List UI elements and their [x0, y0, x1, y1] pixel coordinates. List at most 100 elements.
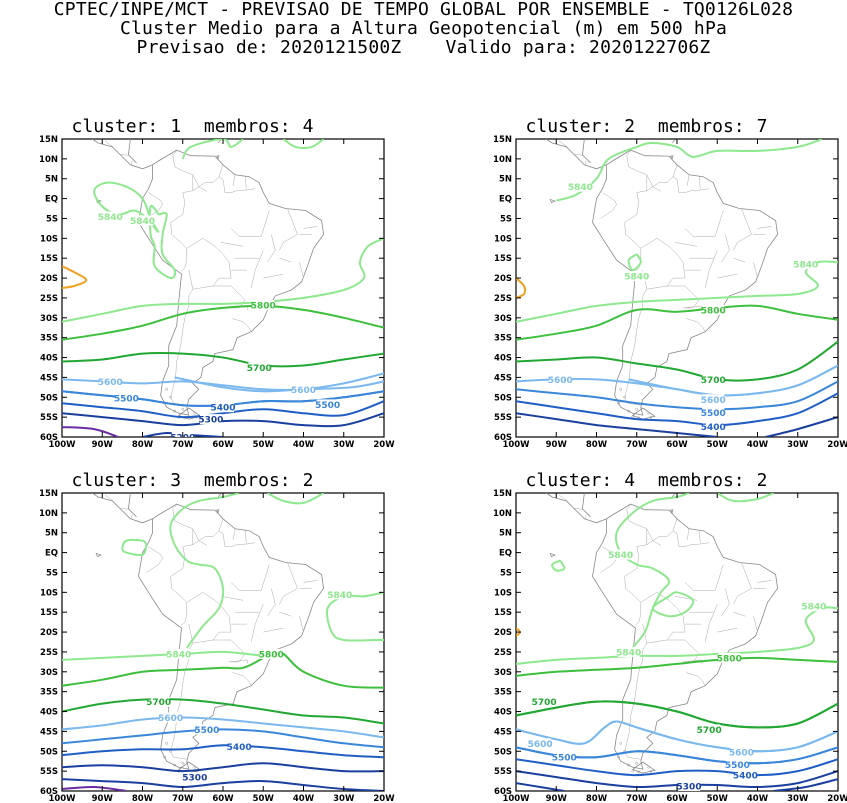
coastal-islet	[627, 763, 631, 767]
country-border	[303, 226, 318, 229]
lat-tick-label: 5S	[500, 568, 512, 578]
contour-5840	[326, 591, 384, 642]
contour-label: 5600	[528, 740, 553, 750]
lat-tick-label: 25S	[494, 294, 512, 304]
contour-label: 5700	[701, 376, 726, 386]
lat-tick-label: 30S	[40, 314, 58, 324]
contour-label-bg	[228, 741, 251, 752]
lat-tick-label: 10N	[493, 509, 512, 519]
lat-tick-label: 30S	[494, 668, 512, 678]
map-svg: 5840 5840 5800 5700 5600 5600 5500 5500 5400 5300…	[39, 135, 395, 450]
contour-5800	[62, 304, 384, 341]
valid-date: 2020122706Z	[589, 37, 711, 58]
country-border	[303, 580, 318, 583]
contour-5600	[628, 364, 838, 397]
contour-label: 5500	[315, 401, 340, 411]
contour-5840	[169, 493, 240, 649]
coastline-south-america	[138, 503, 325, 770]
contour-5840	[627, 253, 642, 272]
header-line-3: Previsao de: 2020121500Z Valido para: 20…	[0, 38, 847, 57]
contour-label-bg	[131, 215, 154, 226]
lat-tick-label: 5N	[499, 529, 512, 539]
panel-title: cluster: 4 membros: 2	[454, 471, 839, 491]
map-layer: 5840 5840 5840 5800 5700 5700 5600 5600 5500 5500…	[516, 493, 838, 791]
contour-5840	[148, 204, 177, 280]
lon-tick-label: 60W	[666, 440, 688, 450]
contour-5400	[62, 744, 384, 759]
contour-label: 5600	[98, 378, 123, 388]
coastal-islet	[193, 411, 197, 415]
lon-tick-label: 70W	[626, 794, 648, 803]
contour-5400	[516, 758, 838, 777]
country-border	[104, 140, 114, 148]
country-border	[686, 318, 706, 333]
country-border	[674, 242, 698, 247]
country-border	[192, 528, 208, 546]
contour-label-bg	[99, 211, 122, 222]
contour-5700	[62, 351, 384, 368]
country-border	[626, 150, 648, 215]
country-border	[733, 208, 752, 251]
country-border	[684, 210, 724, 237]
lon-tick-label: 90W	[546, 440, 568, 450]
contour-label-bg	[726, 759, 749, 770]
panel-title: cluster: 1 membros: 4	[0, 117, 385, 137]
contour-5400	[516, 392, 838, 427]
map-svg: 58405840584058005700560056005500540015N1…	[493, 135, 847, 450]
coastline-caribbean	[581, 139, 591, 164]
coastal-islet	[619, 387, 622, 391]
lat-tick-label: 15S	[40, 608, 58, 618]
contour-label: 5840	[793, 261, 818, 271]
contour-5840	[181, 139, 244, 160]
country-border	[263, 273, 284, 279]
country-border	[267, 234, 276, 263]
coastal-islet	[169, 395, 173, 399]
contour-5600	[516, 720, 838, 753]
lat-tick-label: 25S	[40, 294, 58, 304]
lat-tick-label: 55S	[494, 767, 512, 777]
lon-tick-label: 40W	[293, 440, 315, 450]
lat-tick-label: 15N	[493, 135, 512, 145]
lon-tick-label: 60W	[212, 440, 234, 450]
contour-5700	[516, 700, 838, 729]
contour-label-bg	[529, 738, 552, 749]
lat-tick-label: 20S	[40, 274, 58, 284]
contour-label: 5400	[733, 772, 758, 782]
lon-tick-label: 30W	[787, 794, 809, 803]
lat-tick-label: 10N	[493, 155, 512, 165]
lon-tick-label: 100W	[502, 794, 530, 803]
forecast-date: 2020121500Z	[280, 37, 402, 58]
contour-label-bg	[147, 696, 170, 707]
country-border	[218, 518, 256, 547]
island-outline	[549, 198, 556, 204]
lat-tick-label: 40S	[494, 354, 512, 364]
lon-tick-label: 90W	[92, 440, 114, 450]
contour-label: 5500	[725, 761, 750, 771]
lat-tick-label: 60S	[40, 787, 58, 797]
contour-label-bg	[730, 747, 753, 758]
contour-5840	[62, 237, 384, 323]
country-border	[640, 592, 686, 641]
contour-label: 5840	[568, 183, 593, 193]
contour-label: 5600	[291, 386, 316, 396]
lat-tick-label: 45S	[40, 373, 58, 383]
contour-label: 5700	[247, 364, 272, 374]
country-border	[192, 174, 208, 192]
contour-label-bg	[702, 304, 725, 315]
coastal-islet	[647, 765, 651, 769]
country-border	[573, 507, 583, 510]
country-border	[626, 504, 648, 569]
coastal-islet	[635, 407, 639, 411]
lat-tick-label: 50S	[494, 747, 512, 757]
contour-label: 5600	[548, 376, 573, 386]
contour-label-bg	[702, 407, 725, 418]
lat-tick-label: EQ	[499, 549, 512, 559]
island-outline	[216, 155, 220, 160]
lon-tick-label: 40W	[747, 440, 769, 450]
coastline-central-america	[545, 493, 607, 524]
contour-label-bg	[316, 399, 339, 410]
country-border	[600, 192, 617, 219]
country-border	[717, 627, 738, 633]
contour-label-bg	[252, 300, 275, 311]
lat-tick-label: 20S	[494, 274, 512, 284]
